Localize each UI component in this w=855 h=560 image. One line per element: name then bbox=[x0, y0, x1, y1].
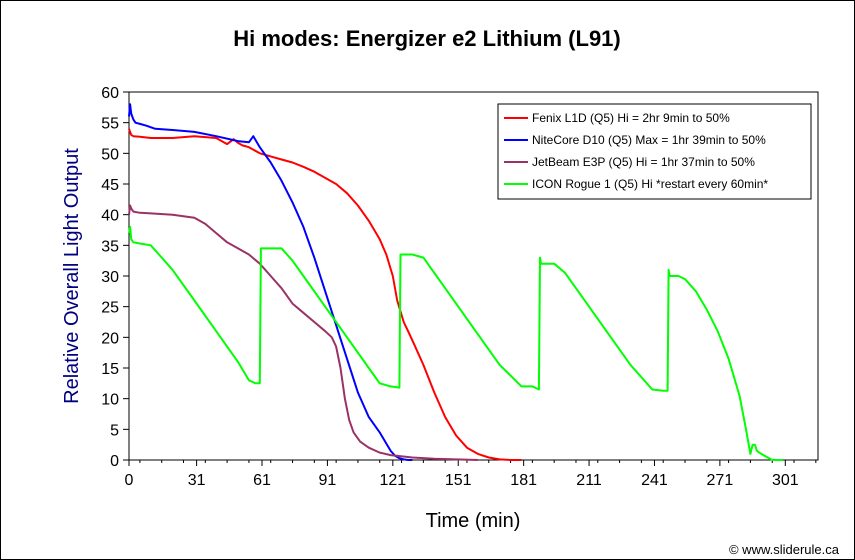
y-tick-label: 20 bbox=[101, 330, 119, 347]
y-tick-label: 15 bbox=[101, 361, 119, 378]
y-tick-label: 50 bbox=[101, 146, 119, 163]
x-axis: 0 31 61 91 121 151 181 211 241 271 301 bbox=[125, 460, 817, 489]
chart-title: Hi modes: Energizer e2 Lithium (L91) bbox=[233, 26, 621, 51]
x-tick-label: 241 bbox=[641, 472, 668, 489]
legend-entry-1: NiteCore D10 (Q5) Max = 1hr 39min to 50% bbox=[532, 133, 766, 147]
y-tick-label: 5 bbox=[110, 422, 119, 439]
x-axis-label: Time (min) bbox=[426, 510, 521, 532]
x-tick-label: 271 bbox=[707, 472, 734, 489]
y-tick-label: 10 bbox=[101, 392, 119, 409]
y-tick-label: 0 bbox=[110, 453, 119, 470]
y-axis: 0 5 10 15 20 25 30 35 40 45 50 55 60 bbox=[101, 85, 129, 470]
x-tick-label: 181 bbox=[510, 472, 537, 489]
y-tick-label: 45 bbox=[101, 177, 119, 194]
legend-entry-2: JetBeam E3P (Q5) Hi = 1hr 37min to 50% bbox=[532, 155, 755, 169]
y-axis-label: Relative Overall Light Output bbox=[61, 148, 83, 404]
legend-entry-3: ICON Rogue 1 (Q5) Hi *restart every 60mi… bbox=[532, 177, 768, 191]
series-line-2 bbox=[128, 204, 478, 461]
x-tick-label: 61 bbox=[253, 472, 271, 489]
x-tick-label: 91 bbox=[319, 472, 337, 489]
y-tick-label: 30 bbox=[101, 269, 119, 286]
legend-entry-0: Fenix L1D (Q5) Hi = 2hr 9min to 50% bbox=[532, 111, 730, 125]
y-tick-label: 60 bbox=[101, 85, 119, 102]
y-tick-label: 40 bbox=[101, 208, 119, 225]
y-tick-label: 55 bbox=[101, 116, 119, 133]
series-layer bbox=[128, 103, 784, 461]
credit-text: © www.sliderule.ca bbox=[729, 542, 840, 557]
x-tick-label: 121 bbox=[379, 472, 406, 489]
y-tick-label: 25 bbox=[101, 300, 119, 317]
y-tick-label: 35 bbox=[101, 238, 119, 255]
x-tick-label: 301 bbox=[772, 472, 799, 489]
legend: Fenix L1D (Q5) Hi = 2hr 9min to 50% NiteC… bbox=[497, 103, 812, 200]
series-line-1 bbox=[128, 103, 413, 461]
series-line-0 bbox=[128, 128, 522, 461]
legend-box bbox=[497, 103, 812, 200]
x-tick-label: 0 bbox=[125, 472, 134, 489]
x-tick-label: 31 bbox=[188, 472, 206, 489]
series-line-3 bbox=[128, 225, 784, 461]
x-tick-label: 211 bbox=[576, 472, 602, 489]
x-tick-label: 151 bbox=[445, 472, 472, 489]
